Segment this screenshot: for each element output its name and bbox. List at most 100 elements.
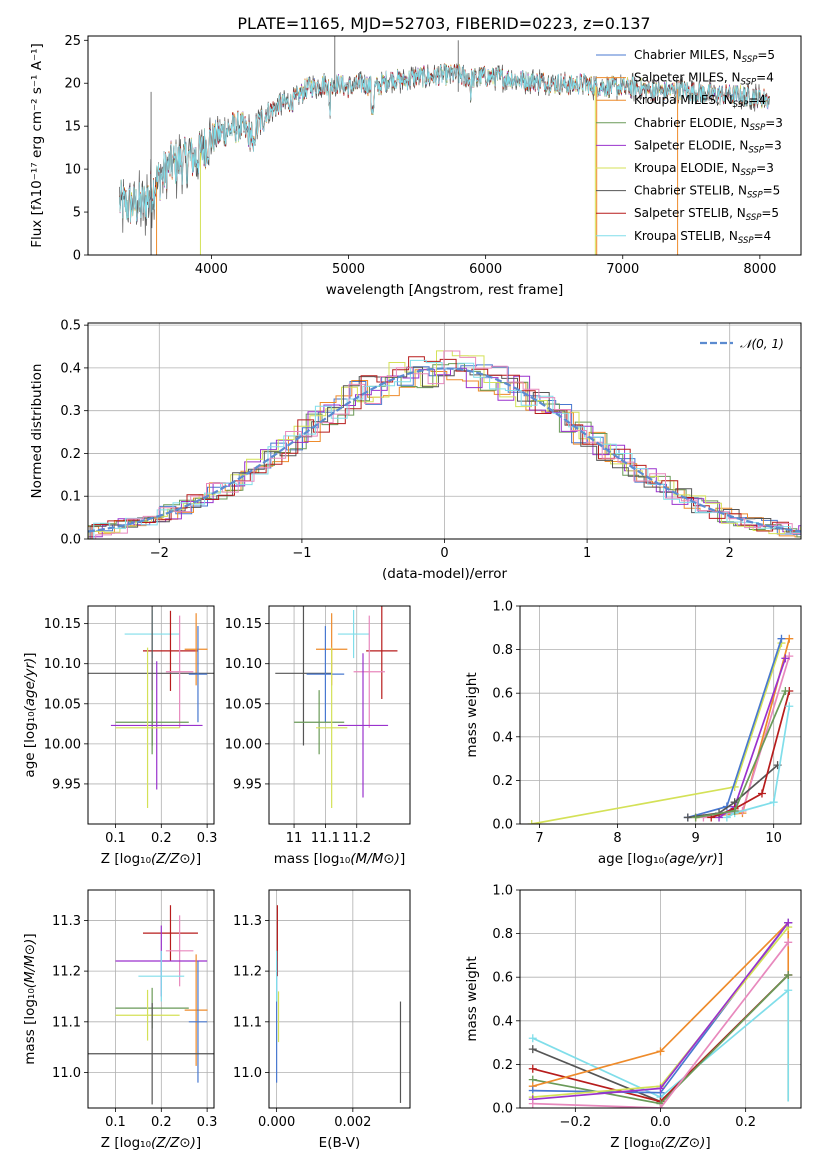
- spectrum-legend-label: Salpeter STELIB, NSSP=5: [634, 206, 779, 223]
- residuals-y-tick-label: 0.5: [60, 319, 81, 334]
- weight_vs_age-y-tick-label: 0.6: [492, 687, 513, 702]
- weight_vs_Z-y-tick-label: 0.4: [492, 1014, 513, 1029]
- age_vs_mass-panel: 11 11.1 11.2 9.95 10.00 10.05 10.10 10.15 mass […: [225, 605, 411, 867]
- weight_vs_Z-y-tick-label: 0.0: [492, 1102, 513, 1117]
- residual-histogram: [95, 350, 801, 539]
- normal-curve: [88, 367, 801, 533]
- weight_vs_age-marker: [683, 813, 692, 822]
- weight_vs_age-marker: [722, 813, 731, 822]
- spectrum-legend-label: Kroupa ELODIE, NSSP=3: [634, 161, 774, 178]
- weight_vs_age-series-line: [687, 764, 779, 819]
- age_vs_mass-x-tick-label: 11.1: [311, 831, 340, 846]
- age_vs_mass-y-tick-label: 10.15: [225, 617, 262, 632]
- weight_vs_age-marker: [785, 702, 794, 711]
- age_vs_Z-x-tick-label: 0.3: [197, 831, 218, 846]
- spectrum-x-tick-label: 5000: [332, 262, 365, 277]
- weight_vs_Z-marker: [528, 1064, 537, 1073]
- mass_vs_ebv-y-tick-label: 11.1: [233, 1015, 262, 1030]
- weight_vs_Z-plot-area: [528, 918, 793, 1108]
- spectrum-legend-label: Chabrier ELODIE, NSSP=3: [634, 116, 783, 133]
- weight_vs_age-x-axis-label: age [log₁₀(age/yr)]: [598, 851, 723, 867]
- spectrum-panel: 4000 5000 6000 7000 8000 0 5 10 15 20 25 wavelength…: [29, 34, 802, 298]
- weight_vs_Z-marker: [784, 938, 793, 947]
- weight_vs_age-marker: [730, 806, 739, 815]
- residuals-x-tick-label: −2: [150, 546, 169, 561]
- spectrum-legend-label: Chabrier STELIB, NSSP=5: [634, 184, 780, 201]
- residuals-plot-area: [88, 350, 801, 539]
- weight_vs_age-y-tick-label: 0.4: [492, 730, 513, 745]
- age_vs_Z-x-axis-label: Z [log₁₀(Z/Z⊙)]: [101, 851, 201, 867]
- residuals-x-tick-label: 0: [440, 546, 448, 561]
- age_vs_Z-x-tick-label: 0.1: [105, 831, 126, 846]
- spectrum-series-line: [119, 63, 770, 223]
- age_vs_Z-y-tick-label: 9.95: [52, 777, 81, 792]
- spectrum-x-tick-label: 8000: [743, 262, 776, 277]
- mass_vs_ebv-y-tick-label: 11.2: [233, 965, 262, 980]
- mass_vs_Z-x-tick-label: 0.1: [105, 1115, 126, 1130]
- mass_vs_ebv-y-tick-label: 11.3: [233, 914, 262, 929]
- spectrum-y-axis-label: Flux [fλ10⁻¹⁷ erg cm⁻² s⁻¹ A⁻¹]: [29, 43, 45, 248]
- residual-histogram: [93, 359, 801, 539]
- residuals-y-tick-label: 0.1: [60, 490, 81, 505]
- weight_vs_age-marker: [781, 654, 790, 663]
- mass_vs_Z-x-tick-label: 0.2: [151, 1115, 172, 1130]
- weight_vs_Z-marker: [528, 1034, 537, 1043]
- weight_vs_Z-marker: [528, 1045, 537, 1054]
- weight_vs_age-y-tick-label: 0.8: [492, 643, 513, 658]
- mass_vs_ebv-frame: [268, 889, 411, 1109]
- weight_vs_age-plot-area: [527, 634, 794, 824]
- spectrum-frame: [87, 35, 802, 256]
- residual-histogram: [88, 363, 801, 538]
- weight_vs_Z-y-axis-label: mass weight: [464, 956, 480, 1041]
- weight_vs_age-y-tick-label: 0.2: [492, 774, 513, 789]
- weight_vs_Z-y-tick-label: 0.6: [492, 971, 513, 986]
- age_vs_Z-y-axis-label: age [log₁₀(age/yr)]: [22, 652, 38, 777]
- figure-title: PLATE=1165, MJD=52703, FIBERID=0223, z=0…: [237, 14, 650, 33]
- mass_vs_Z-y-tick-label: 11.0: [52, 1066, 81, 1081]
- weight_vs_Z-marker: [784, 986, 793, 995]
- residuals-y-tick-label: 0.4: [60, 361, 81, 376]
- mass_vs_ebv-panel: 0.000 0.002 11.0 11.1 11.2 11.3 E(B-V): [233, 889, 411, 1151]
- weight_vs_Z-marker: [784, 971, 793, 980]
- residuals-y-tick-label: 0.0: [60, 533, 81, 548]
- age_vs_mass-x-tick-label: 11.2: [342, 831, 371, 846]
- normal-legend-label: 𝒩(0, 1): [740, 337, 784, 351]
- weight_vs_Z-marker: [656, 1047, 665, 1056]
- weight_vs_Z-y-tick-label: 0.8: [492, 927, 513, 942]
- residuals-y-tick-label: 0.3: [60, 404, 81, 419]
- weight_vs_age-x-tick-label: 7: [535, 831, 543, 846]
- weight_vs_age-marker: [691, 813, 700, 822]
- weight_vs_Z-marker: [656, 1104, 665, 1108]
- age_vs_Z-y-tick-label: 10.00: [44, 737, 81, 752]
- spectrum-legend-label: Salpeter MILES, NSSP=4: [634, 71, 774, 88]
- spectrum-plot-area: [119, 36, 770, 255]
- age_vs_mass-x-tick-label: 11: [286, 831, 303, 846]
- spectrum-y-tick-label: 20: [64, 77, 81, 92]
- residuals-x-tick-label: −1: [292, 546, 311, 561]
- weight_vs_Z-x-axis-label: Z [log₁₀(Z/Z⊙)]: [610, 1135, 710, 1151]
- mass_vs_Z-x-tick-label: 0.3: [197, 1115, 218, 1130]
- weight_vs_age-y-tick-label: 1.0: [492, 600, 513, 615]
- weight_vs_Z-marker: [656, 1084, 665, 1093]
- mass_vs_Z-y-tick-label: 11.2: [52, 965, 81, 980]
- weight_vs_Z-marker: [784, 918, 793, 927]
- mass_vs_Z-plot-area: [88, 905, 214, 1105]
- weight_vs_Z-x-tick-label: 0.0: [650, 1115, 671, 1130]
- spectrum-y-tick-label: 15: [64, 120, 81, 135]
- residuals-y-axis-label: Normed distribution: [29, 364, 45, 499]
- weight_vs_age-marker: [785, 634, 794, 643]
- residuals-x-tick-label: 1: [583, 546, 591, 561]
- age_vs_mass-y-tick-label: 10.05: [225, 697, 262, 712]
- age_vs_mass-plot-area: [275, 606, 398, 808]
- weight_vs_age-panel: 7 8 9 10 0.0 0.2 0.4 0.6 0.8 1.0 age [log₁₀(age/yr…: [464, 600, 802, 867]
- weight_vs_age-y-tick-label: 0.0: [492, 818, 513, 833]
- weight_vs_age-marker: [769, 798, 778, 807]
- age_vs_mass-frame: [268, 605, 411, 825]
- age_vs_Z-frame: [87, 605, 215, 825]
- weight_vs_Z-y-tick-label: 0.2: [492, 1058, 513, 1073]
- mass_vs_ebv-plot-area: [276, 905, 402, 1103]
- spectrum-x-tick-label: 4000: [195, 262, 228, 277]
- weight_vs_Z-series-line: [532, 941, 789, 1108]
- weight_vs_Z-x-tick-label: 0.2: [735, 1115, 756, 1130]
- spectrum-y-tick-label: 25: [64, 34, 81, 49]
